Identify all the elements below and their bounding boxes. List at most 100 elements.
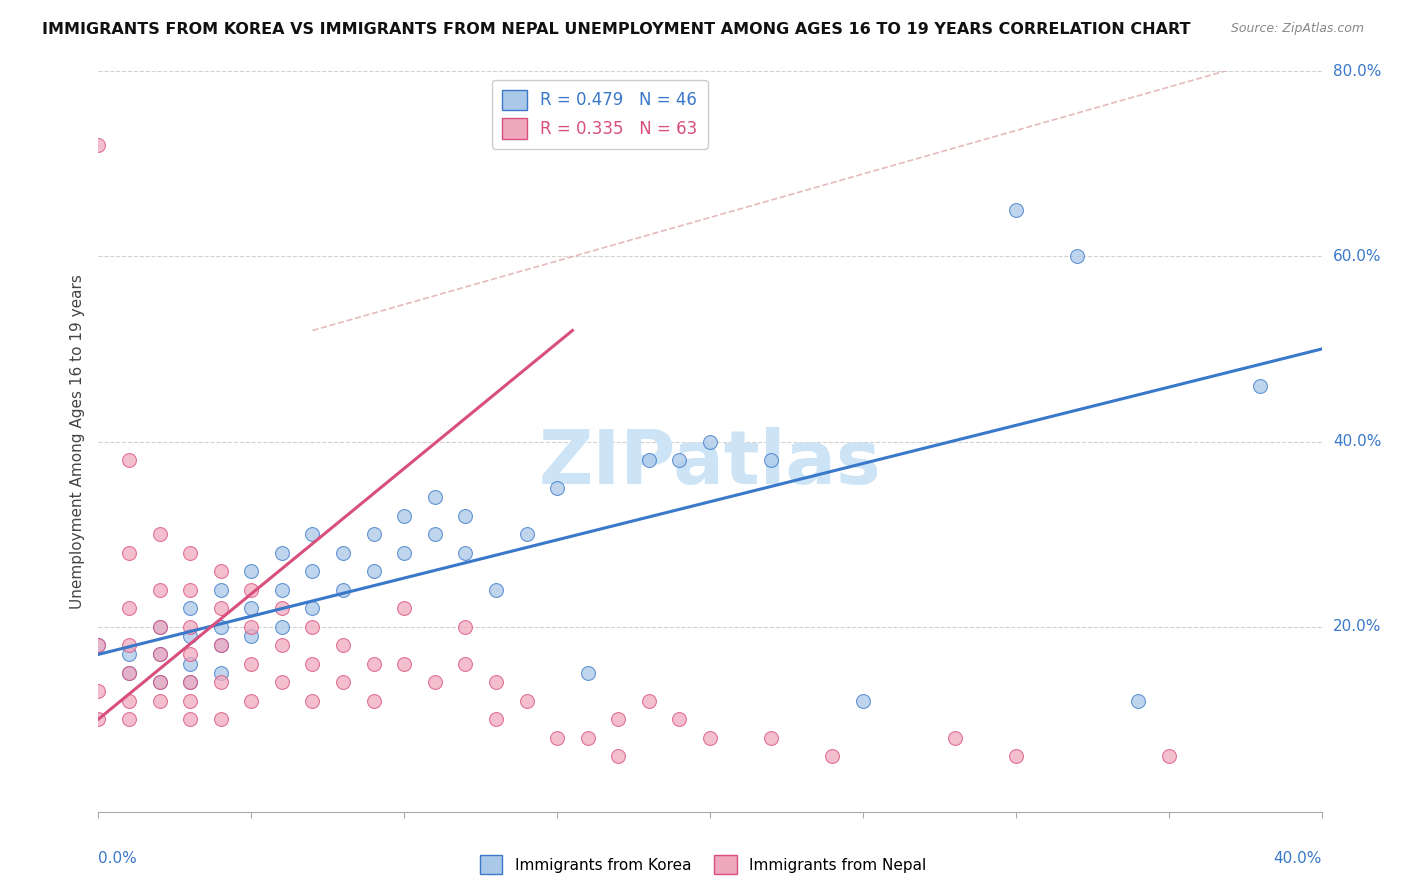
Point (301, 601, 323, 615)
Point (149, 582, 172, 597)
Point (149, 527, 172, 541)
Point (149, 675, 172, 690)
Point (118, 638, 141, 652)
Point (392, 601, 416, 615)
Point (87, 638, 110, 652)
Point (87, 684, 110, 698)
Point (759, 453, 782, 467)
Point (423, 490, 446, 504)
Point (209, 638, 232, 652)
Point (301, 527, 323, 541)
Point (576, 665, 599, 680)
Point (485, 712, 508, 726)
Point (699, 434, 721, 449)
Point (943, 731, 966, 745)
Point (301, 619, 323, 633)
Point (270, 545, 292, 560)
Point (87, 712, 110, 726)
Point (392, 508, 416, 523)
Point (485, 582, 508, 597)
Point (332, 638, 354, 652)
Point (1004, 203, 1026, 218)
Point (516, 527, 538, 541)
Point (759, 731, 782, 745)
Point (668, 453, 690, 467)
Point (454, 545, 477, 560)
Point (240, 601, 263, 615)
Point (852, 694, 875, 708)
Text: 40.0%: 40.0% (1274, 851, 1322, 865)
Point (301, 657, 323, 671)
Text: ZIPatlas: ZIPatlas (538, 427, 882, 500)
Point (454, 619, 477, 633)
Point (209, 564, 232, 578)
Point (118, 648, 141, 662)
Point (179, 712, 201, 726)
Point (118, 453, 141, 467)
Point (607, 712, 630, 726)
Point (179, 675, 201, 690)
Point (270, 619, 292, 633)
Point (332, 545, 354, 560)
Point (423, 527, 446, 541)
Point (363, 657, 385, 671)
Point (637, 694, 661, 708)
Point (516, 694, 538, 708)
Point (1249, 379, 1271, 393)
Point (607, 749, 630, 764)
Point (637, 453, 661, 467)
Point (179, 675, 201, 690)
Text: 0.0%: 0.0% (98, 851, 138, 865)
Point (363, 564, 385, 578)
Point (179, 694, 201, 708)
Point (149, 648, 172, 662)
Point (363, 527, 385, 541)
Point (576, 731, 599, 745)
Point (1157, 749, 1180, 764)
Point (209, 675, 232, 690)
Point (485, 675, 508, 690)
Legend: Immigrants from Korea, Immigrants from Nepal: Immigrants from Korea, Immigrants from N… (474, 849, 932, 880)
Point (149, 619, 172, 633)
Point (118, 712, 141, 726)
Point (87, 138, 110, 153)
Point (209, 638, 232, 652)
Point (179, 657, 201, 671)
Point (270, 582, 292, 597)
Text: Source: ZipAtlas.com: Source: ZipAtlas.com (1230, 22, 1364, 36)
Point (454, 508, 477, 523)
Point (118, 601, 141, 615)
Point (423, 675, 446, 690)
Text: 20.0%: 20.0% (1333, 619, 1381, 634)
Point (209, 582, 232, 597)
Point (240, 564, 263, 578)
Point (149, 648, 172, 662)
Point (270, 638, 292, 652)
Point (179, 545, 201, 560)
Point (240, 657, 263, 671)
Point (118, 545, 141, 560)
Point (118, 694, 141, 708)
Point (699, 731, 721, 745)
Point (179, 619, 201, 633)
Point (179, 648, 201, 662)
Point (392, 657, 416, 671)
Point (240, 629, 263, 643)
Point (1128, 694, 1150, 708)
Point (301, 694, 323, 708)
Point (179, 582, 201, 597)
Y-axis label: Unemployment Among Ages 16 to 19 years: Unemployment Among Ages 16 to 19 years (69, 274, 84, 609)
Point (118, 665, 141, 680)
Point (332, 675, 354, 690)
Point (118, 665, 141, 680)
Point (1004, 749, 1026, 764)
Point (301, 564, 323, 578)
Point (87, 638, 110, 652)
Point (240, 582, 263, 597)
Point (209, 619, 232, 633)
Point (149, 619, 172, 633)
Point (821, 749, 844, 764)
Point (546, 481, 568, 495)
Text: 60.0%: 60.0% (1333, 249, 1381, 264)
Point (149, 694, 172, 708)
